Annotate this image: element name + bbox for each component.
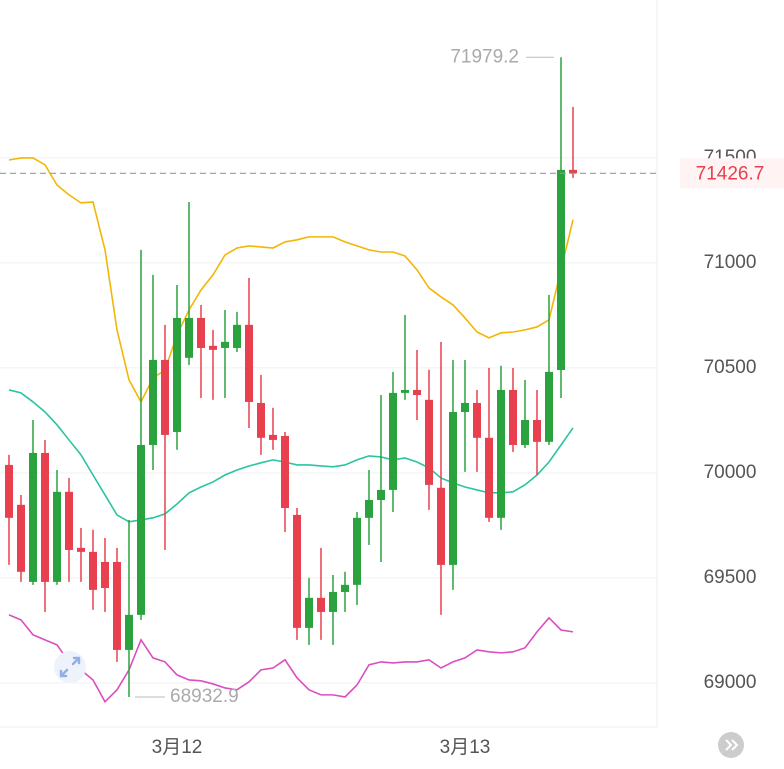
candle-body xyxy=(281,435,289,508)
candle-body xyxy=(113,561,121,650)
candle-body xyxy=(569,169,577,174)
band-line xyxy=(8,614,574,704)
candle-body xyxy=(545,371,553,442)
y-tick-label: 69500 xyxy=(704,567,757,588)
candle-body xyxy=(509,389,517,445)
band-line xyxy=(8,157,574,404)
candle-body xyxy=(413,389,421,395)
candle-body xyxy=(125,614,133,650)
band-line xyxy=(8,389,574,523)
candle-body xyxy=(521,419,529,445)
y-tick-label: 69000 xyxy=(704,672,757,693)
candle-body xyxy=(5,464,13,518)
candle-body xyxy=(41,452,49,582)
candle-body xyxy=(557,169,565,371)
candle-body xyxy=(197,317,205,348)
candle-body xyxy=(173,317,181,432)
grid xyxy=(0,157,657,684)
y-tick-label: 70000 xyxy=(704,462,757,483)
bands xyxy=(8,157,574,704)
candle-body xyxy=(485,437,493,518)
y-tick-label: 70500 xyxy=(704,357,757,378)
candle-body xyxy=(497,389,505,518)
candle-body xyxy=(29,452,37,582)
candle-body xyxy=(77,547,85,552)
x-tick-label: 3月13 xyxy=(440,737,491,758)
candle-body xyxy=(533,419,541,442)
candle-body xyxy=(257,402,265,438)
candle-body xyxy=(185,317,193,358)
candle-body xyxy=(401,389,409,393)
price-label-bg xyxy=(680,158,784,189)
max-label: 71979.2 xyxy=(450,46,519,67)
candle-body xyxy=(221,341,229,348)
candle-body xyxy=(137,444,145,615)
price-label: 71426.7 xyxy=(696,163,765,184)
candle-body xyxy=(89,551,97,590)
candle-body xyxy=(53,491,61,582)
candle-body xyxy=(449,412,457,565)
y-tick-label: 71000 xyxy=(704,252,757,273)
candle-body xyxy=(329,591,337,612)
expand-icon[interactable] xyxy=(54,651,86,683)
x-tick-label: 3月12 xyxy=(152,737,203,758)
candle-body xyxy=(425,399,433,485)
candle-body xyxy=(389,392,397,490)
candle-body xyxy=(317,597,325,612)
candle-body xyxy=(17,504,25,572)
scroll-end-button[interactable] xyxy=(718,732,744,758)
candle-body xyxy=(437,487,445,565)
candle-body xyxy=(365,499,373,518)
candle-body xyxy=(161,359,169,435)
candle-body xyxy=(341,584,349,592)
candle-body xyxy=(233,324,241,348)
candle-body xyxy=(293,514,301,628)
candle-body xyxy=(209,345,217,350)
candles xyxy=(5,57,577,697)
candle-body xyxy=(473,402,481,438)
candle-body xyxy=(101,561,109,588)
candle-body xyxy=(269,434,277,440)
candle-body xyxy=(245,324,253,402)
candle-body xyxy=(353,517,361,585)
candle-body xyxy=(305,597,313,628)
candle-body xyxy=(65,491,73,550)
candle-body xyxy=(377,489,385,500)
min-label: 68932.9 xyxy=(170,686,239,707)
candle-body xyxy=(461,402,469,413)
candle-body xyxy=(149,359,157,445)
